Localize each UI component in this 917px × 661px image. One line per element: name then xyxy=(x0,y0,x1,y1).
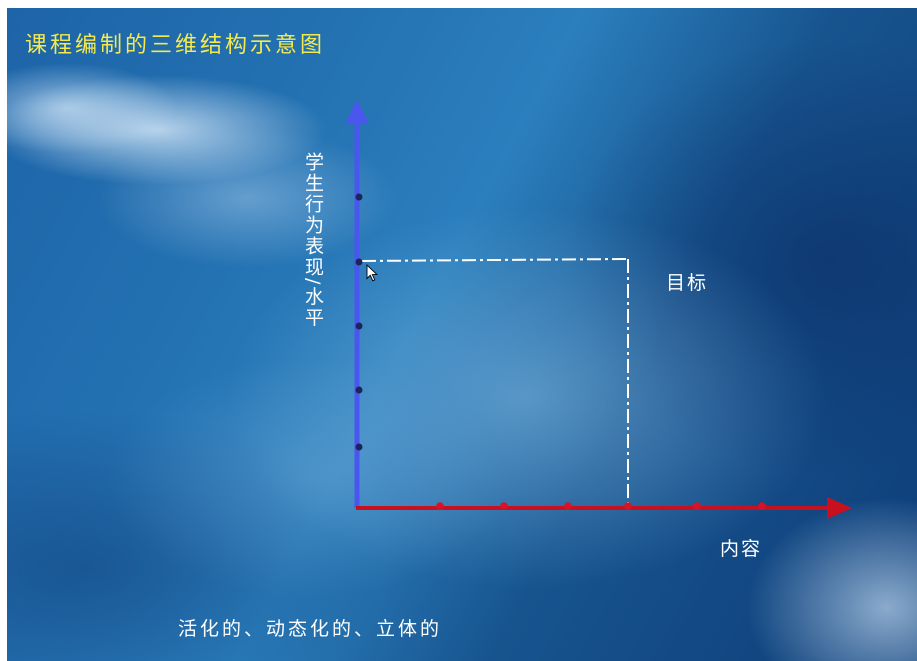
three-dimensional-structure-diagram xyxy=(345,100,852,519)
y-axis-label: 学生行为表现/水平 xyxy=(302,152,324,329)
x-axis-tick xyxy=(564,502,572,510)
y-axis-tick xyxy=(355,193,363,201)
y-axis-arrowhead xyxy=(345,100,369,124)
x-axis-tick xyxy=(500,502,508,510)
slide-title: 课程编制的三维结构示意图 xyxy=(25,33,326,58)
y-axis-tick xyxy=(355,322,363,330)
x-axis-tick xyxy=(436,502,444,510)
x-axis-label: 内容 xyxy=(720,538,763,560)
mouse-pointer-icon xyxy=(366,263,379,282)
y-axis-tick xyxy=(355,443,363,451)
y-axis xyxy=(345,100,369,508)
target-guide-horizontal xyxy=(361,258,629,262)
target-label: 目标 xyxy=(666,272,709,294)
y-axis-tick xyxy=(355,386,363,394)
x-axis-arrowhead xyxy=(827,497,852,519)
footer-caption: 活化的、动态化的、立体的 xyxy=(178,618,443,640)
x-axis xyxy=(356,497,852,519)
slide-canvas: 课程编制的三维结构示意图 xyxy=(7,8,917,661)
x-axis-tick xyxy=(624,502,632,510)
y-axis-tick xyxy=(355,258,363,266)
target-guide-lines xyxy=(361,258,629,504)
x-axis-tick xyxy=(758,502,766,510)
x-axis-tick xyxy=(693,502,701,510)
